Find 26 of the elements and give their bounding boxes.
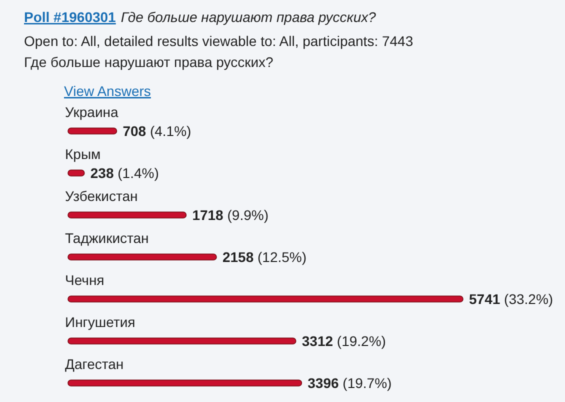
data-label: 2158 (12.5%): [222, 249, 307, 265]
data-label: 5741 (33.2%): [469, 291, 554, 307]
bar: [68, 338, 296, 344]
y-tick-label: Украина: [65, 104, 119, 120]
y-tick-label: Ингушетия: [65, 314, 136, 330]
data-label: 3312 (19.2%): [302, 333, 386, 349]
y-tick-label: Узбекистан: [65, 188, 138, 204]
y-tick-label: Таджикистан: [65, 230, 149, 246]
y-tick-label: Крым: [65, 146, 101, 162]
bar: [68, 128, 118, 134]
data-label: 3396 (19.7%): [308, 375, 392, 391]
y-tick-label: Дагестан: [65, 356, 124, 372]
chart-subtitle: Где больше нарушают права русских?: [120, 9, 376, 25]
bar: [68, 380, 302, 386]
text: Где больше нарушают права русских?: [24, 54, 274, 70]
bar: [68, 254, 217, 260]
text: Open to: All, detailed results viewable to: All, participants: 7443: [24, 33, 414, 49]
chart-title: Poll #1960301: [24, 9, 116, 25]
data-label: 238 (1.4%): [90, 165, 159, 181]
data-label: 708 (4.1%): [122, 123, 192, 139]
bar: [68, 212, 187, 218]
annotation: View Answers: [64, 83, 151, 99]
bar: [68, 170, 85, 176]
y-tick-label: Чечня: [65, 272, 104, 288]
data-label: 1718 (9.9%): [192, 207, 268, 223]
bar: [68, 296, 464, 302]
